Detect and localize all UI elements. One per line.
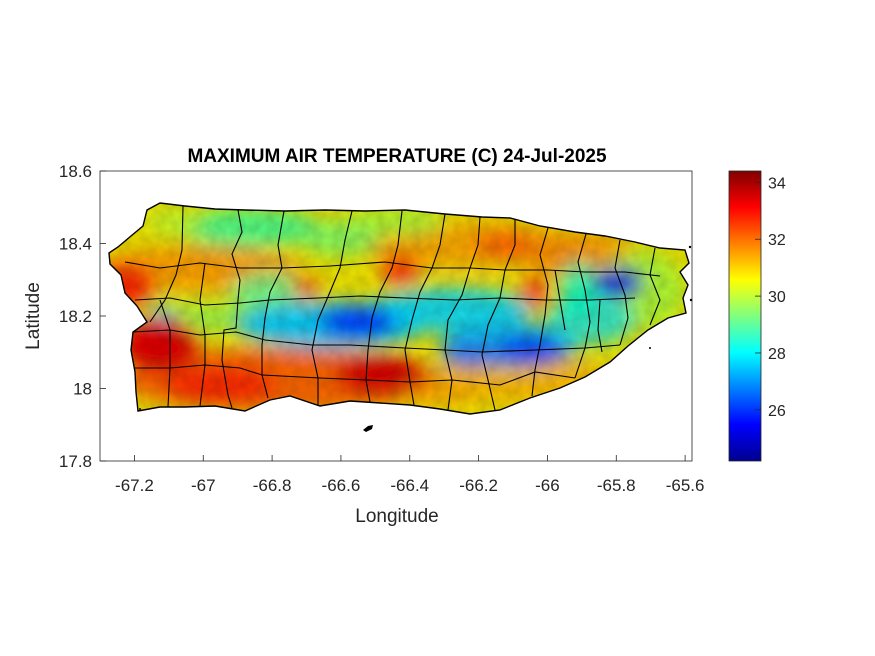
x-tick-label: -67 <box>191 476 216 495</box>
x-tick-label: -66.6 <box>322 476 361 495</box>
x-axis: -67.2 -67 -66.8 -66.6 -66.4 -66.2 -66 -65.8 -65.… <box>115 455 704 495</box>
islet-caja-de-muertos <box>363 425 373 432</box>
y-axis-label: Latitude <box>23 282 44 350</box>
colorbar-tick-label: 26 <box>768 403 786 420</box>
y-tick-label: 18.4 <box>59 235 92 254</box>
y-tick-label: 17.8 <box>59 452 92 471</box>
x-axis-label: Longitude <box>355 506 438 527</box>
y-tick-label: 18.6 <box>59 162 92 181</box>
colorbar-tick-label: 34 <box>768 175 786 192</box>
x-tick-label: -66.4 <box>390 476 429 495</box>
islet-1 <box>688 245 692 249</box>
islet-3 <box>649 347 651 349</box>
x-tick-label: -67.2 <box>115 476 154 495</box>
colorbar-gradient <box>728 170 762 462</box>
x-tick-label: -66.8 <box>253 476 292 495</box>
x-tick-label: -66.2 <box>459 476 498 495</box>
x-tick-label: -66 <box>535 476 560 495</box>
colorbar-tick-label: 30 <box>768 289 786 306</box>
islet-2 <box>689 298 693 302</box>
y-tick-label: 18.2 <box>59 307 92 326</box>
x-tick-label: -65.6 <box>666 476 705 495</box>
colorbar-ticks: 34 32 30 28 26 <box>755 175 786 420</box>
islets <box>139 245 693 432</box>
colorbar-tick-label: 28 <box>768 346 786 363</box>
municipality-boundaries <box>124 205 661 411</box>
x-tick-label: -65.8 <box>597 476 636 495</box>
chart-title: MAXIMUM AIR TEMPERATURE (C) 24-Jul-2025 <box>187 146 607 167</box>
coastline <box>108 202 690 415</box>
colorbar-tick-label: 32 <box>768 232 786 249</box>
colorbar: 34 32 30 28 26 <box>728 170 786 462</box>
y-axis: 18.6 18.4 18.2 18 17.8 <box>59 162 106 471</box>
islet-4 <box>139 408 141 410</box>
y-tick-label: 18 <box>73 380 92 399</box>
